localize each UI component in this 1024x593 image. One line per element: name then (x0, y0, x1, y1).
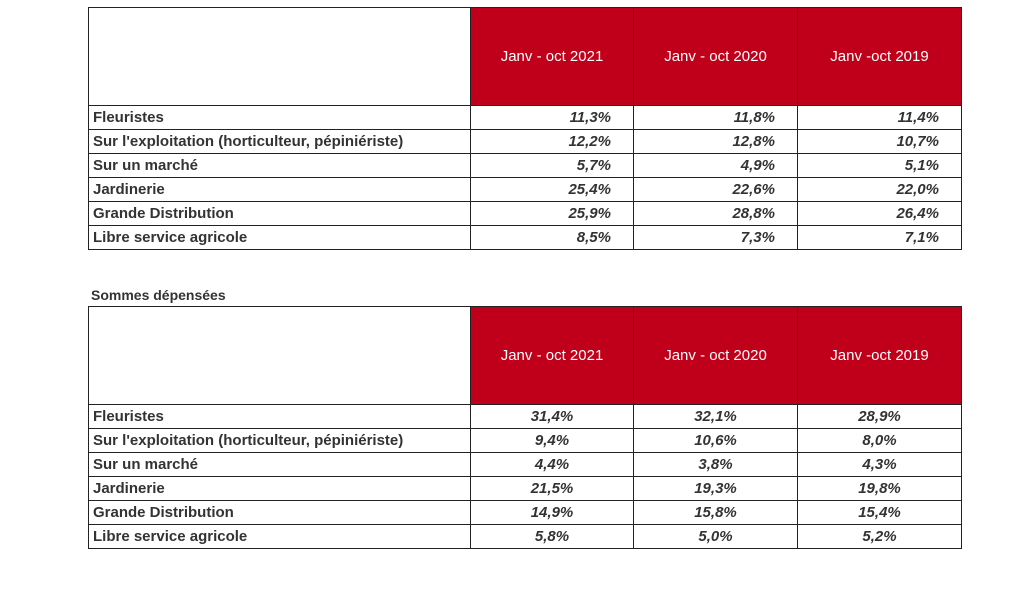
cell-value: 25,9% (470, 201, 634, 226)
table-row: Sur un marché 5,7% 4,9% 5,1% (88, 153, 962, 178)
cell-value: 11,3% (470, 105, 634, 130)
cell-value: 5,2% (797, 524, 962, 549)
table-row: Grande Distribution 25,9% 28,8% 26,4% (88, 201, 962, 226)
cell-value: 22,0% (797, 177, 962, 202)
header-blank (88, 7, 471, 106)
column-header: Janv - oct 2021 (470, 306, 634, 405)
cell-value: 28,8% (633, 201, 798, 226)
cell-value: 8,5% (470, 225, 634, 250)
cell-value: 19,3% (633, 476, 798, 501)
cell-value: 3,8% (633, 452, 798, 477)
cell-value: 31,4% (470, 404, 634, 429)
row-label: Jardinerie (88, 476, 471, 501)
cell-value: 11,8% (633, 105, 798, 130)
table-row: Jardinerie 25,4% 22,6% 22,0% (88, 177, 962, 202)
header-blank (88, 306, 471, 405)
cell-value: 4,9% (633, 153, 798, 178)
cell-value: 7,3% (633, 225, 798, 250)
table-caption: Sommes dépensées (91, 287, 226, 303)
cell-value: 12,8% (633, 129, 798, 154)
cell-value: 22,6% (633, 177, 798, 202)
cell-value: 9,4% (470, 428, 634, 453)
table-row: Sur l'exploitation (horticulteur, pépini… (88, 428, 962, 453)
column-header: Janv -oct 2019 (797, 7, 962, 106)
cell-value: 4,3% (797, 452, 962, 477)
column-header: Janv -oct 2019 (797, 306, 962, 405)
row-label: Sur un marché (88, 153, 471, 178)
cell-value: 25,4% (470, 177, 634, 202)
cell-value: 5,1% (797, 153, 962, 178)
cell-value: 32,1% (633, 404, 798, 429)
table-row: Sur un marché 4,4% 3,8% 4,3% (88, 452, 962, 477)
cell-value: 19,8% (797, 476, 962, 501)
column-header: Janv - oct 2020 (633, 7, 798, 106)
table-row: Sur l'exploitation (horticulteur, pépini… (88, 129, 962, 154)
cell-value: 5,0% (633, 524, 798, 549)
row-label: Fleuristes (88, 404, 471, 429)
cell-value: 15,8% (633, 500, 798, 525)
column-header: Janv - oct 2020 (633, 306, 798, 405)
table-purchase-share: Janv - oct 2021 Janv - oct 2020 Janv -oc… (88, 7, 962, 250)
table-row: Jardinerie 21,5% 19,3% 19,8% (88, 476, 962, 501)
table-spending-share: Janv - oct 2021 Janv - oct 2020 Janv -oc… (88, 306, 962, 549)
row-label: Libre service agricole (88, 225, 471, 250)
table-row: Fleuristes 11,3% 11,8% 11,4% (88, 105, 962, 130)
table-row: Grande Distribution 14,9% 15,8% 15,4% (88, 500, 962, 525)
row-label: Grande Distribution (88, 201, 471, 226)
cell-value: 5,8% (470, 524, 634, 549)
cell-value: 4,4% (470, 452, 634, 477)
table-row: Libre service agricole 5,8% 5,0% 5,2% (88, 524, 962, 549)
cell-value: 15,4% (797, 500, 962, 525)
cell-value: 26,4% (797, 201, 962, 226)
cell-value: 14,9% (470, 500, 634, 525)
cell-value: 11,4% (797, 105, 962, 130)
column-header: Janv - oct 2021 (470, 7, 634, 106)
row-label: Jardinerie (88, 177, 471, 202)
cell-value: 10,6% (633, 428, 798, 453)
cell-value: 8,0% (797, 428, 962, 453)
row-label: Libre service agricole (88, 524, 471, 549)
row-label: Grande Distribution (88, 500, 471, 525)
cell-value: 10,7% (797, 129, 962, 154)
table-row: Libre service agricole 8,5% 7,3% 7,1% (88, 225, 962, 250)
row-label: Sur un marché (88, 452, 471, 477)
cell-value: 7,1% (797, 225, 962, 250)
cell-value: 5,7% (470, 153, 634, 178)
cell-value: 21,5% (470, 476, 634, 501)
row-label: Sur l'exploitation (horticulteur, pépini… (88, 428, 471, 453)
cell-value: 12,2% (470, 129, 634, 154)
cell-value: 28,9% (797, 404, 962, 429)
row-label: Fleuristes (88, 105, 471, 130)
row-label: Sur l'exploitation (horticulteur, pépini… (88, 129, 471, 154)
table-row: Fleuristes 31,4% 32,1% 28,9% (88, 404, 962, 429)
